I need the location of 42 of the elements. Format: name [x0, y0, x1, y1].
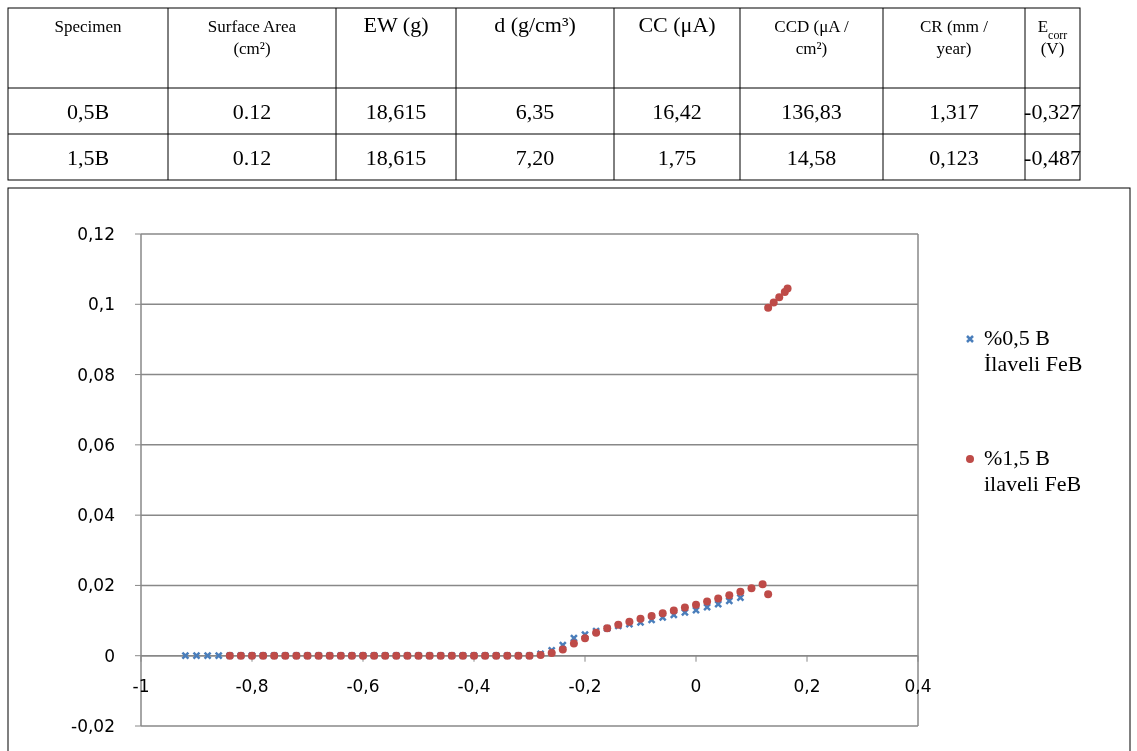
data-label: 1,75 [657, 145, 697, 170]
y-tick-label: 0,08 [77, 364, 115, 385]
x-tick-label: 0 [690, 675, 702, 696]
y-tick-label: 0,02 [77, 575, 115, 596]
x-tick-label: CC (μA) [638, 12, 716, 37]
x-tick-label: -0,2 [568, 675, 602, 696]
y-tick-label: 1,5B [66, 145, 110, 170]
data-label: 136,83 [781, 99, 842, 124]
data-label: -0,327 [1024, 99, 1081, 124]
data-label: 18,615 [365, 99, 427, 124]
y-tick-label: 0,5B [66, 99, 110, 124]
x-tick-label: Surface Area (cm²) [207, 17, 297, 58]
y-axis-title: Specimen [54, 17, 123, 36]
legend-label: %0,5 B İlaveli FeB [984, 325, 1083, 376]
data-label: 7,20 [515, 145, 555, 170]
x-tick-label: CCD (μA / cm²) [774, 17, 849, 58]
x-tick-label: 0,4 [904, 675, 932, 696]
x-tick-label: CR (mm / year) [919, 17, 989, 58]
data-label: 1,317 [929, 99, 979, 124]
y-tick-label: 0,12 [77, 224, 115, 244]
x-tick-label: -0,4 [457, 675, 491, 696]
y-tick-label: 0,1 [87, 294, 115, 315]
data-label: 6,35 [515, 99, 555, 124]
x-tick-label: -1 [132, 675, 150, 696]
data-label: 14,58 [786, 145, 837, 170]
data-label: 0.12 [232, 99, 272, 124]
x-tick-label: E$_{corr}$ (V) [1037, 17, 1068, 58]
data-label: 16,42 [652, 99, 702, 124]
data-label: 0,123 [929, 145, 979, 170]
y-tick-label: 0 [104, 645, 115, 666]
data-label: 0.12 [232, 145, 272, 170]
y-tick-label: 0,06 [77, 434, 115, 455]
legend-label: %1,5 B ilaveli FeB [984, 445, 1082, 496]
x-tick-label: EW (g) [363, 12, 429, 37]
y-tick-label: 0,04 [77, 505, 115, 526]
x-tick-label: d (g/cm³) [494, 12, 576, 37]
y-tick-label: -0,02 [71, 716, 115, 736]
x-tick-label: -0,6 [346, 675, 380, 696]
data-label: -0,487 [1024, 145, 1081, 170]
data-label: 18,615 [365, 145, 427, 170]
x-tick-label: 0,2 [793, 675, 821, 696]
x-tick-label: -0,8 [235, 675, 269, 696]
